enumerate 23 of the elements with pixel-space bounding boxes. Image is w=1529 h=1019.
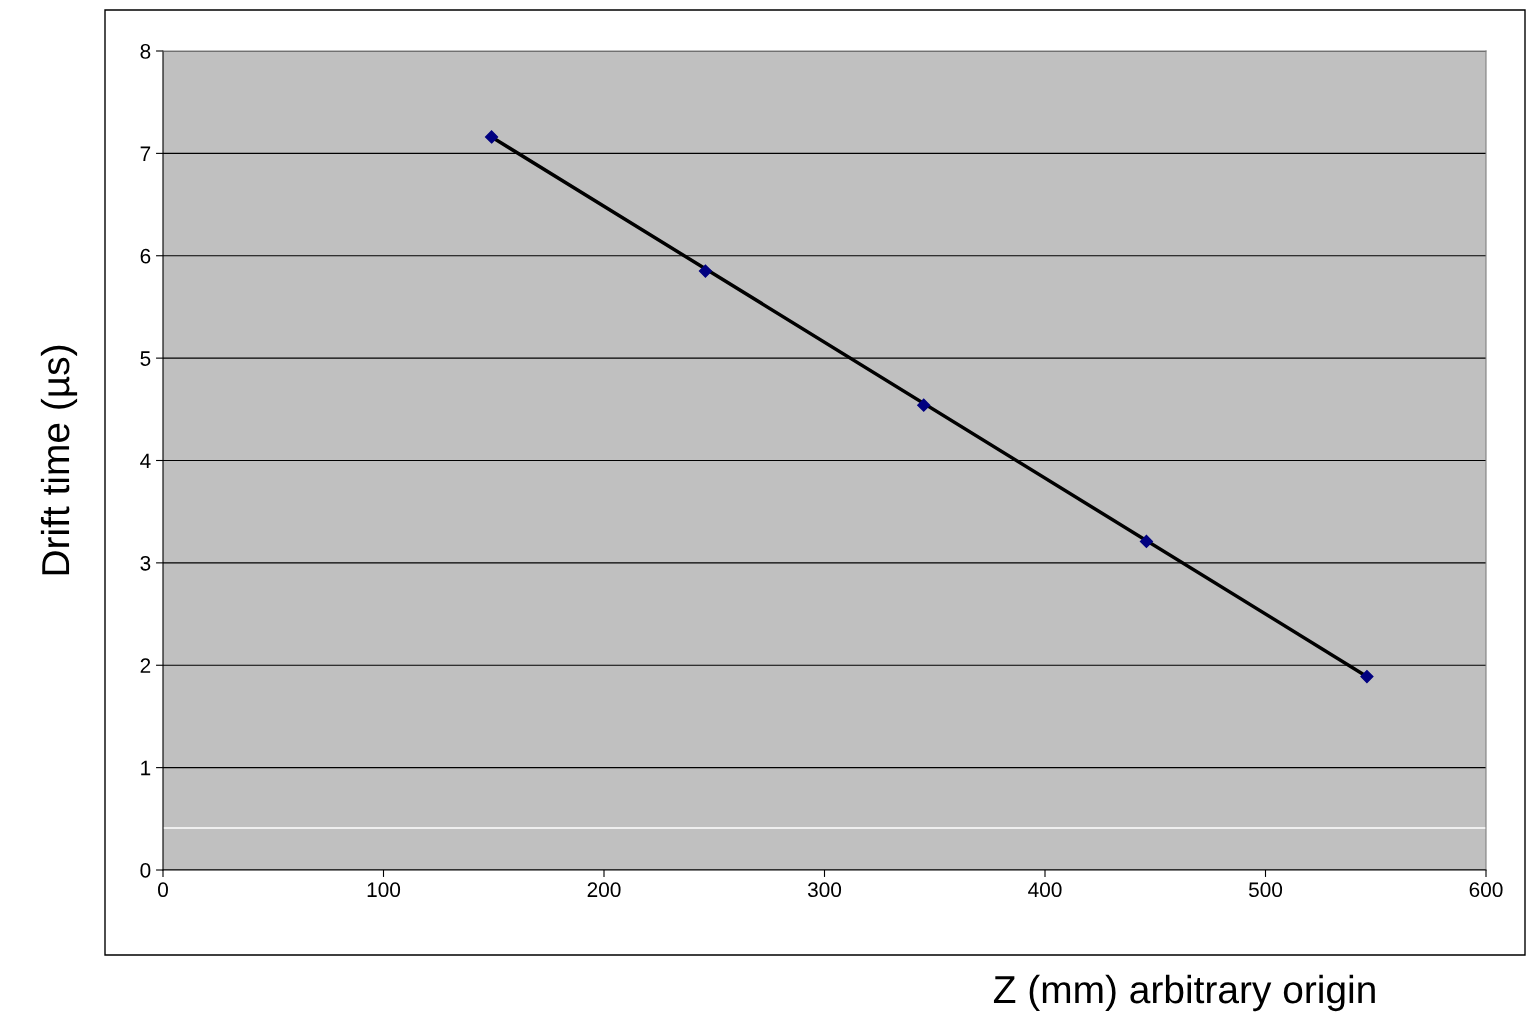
point bbox=[1360, 669, 1374, 684]
x-tick-label: 200 bbox=[587, 882, 621, 898]
y-tick-label: 2 bbox=[140, 658, 151, 673]
y-tick-label: 7 bbox=[140, 146, 151, 161]
y-tick-label: 6 bbox=[140, 248, 151, 264]
y-tick-label: 8 bbox=[140, 44, 151, 59]
x-tick-label: 300 bbox=[807, 882, 842, 898]
y-tick-label: 3 bbox=[140, 555, 151, 571]
x-tick-label: 0 bbox=[158, 882, 168, 898]
x-tick-label: 500 bbox=[1248, 882, 1283, 898]
x-tick-label: 100 bbox=[367, 882, 401, 898]
point bbox=[698, 264, 713, 278]
y-tick-label: 4 bbox=[140, 453, 151, 469]
point bbox=[1139, 534, 1154, 548]
x-axis-title: Z (mm) arbitrary origin bbox=[993, 974, 1375, 1012]
point bbox=[917, 398, 931, 412]
y-tick-label: 1 bbox=[141, 760, 151, 776]
y-axis-title: Drift time (µs) bbox=[40, 345, 78, 575]
y-tick-label: 5 bbox=[140, 351, 151, 366]
x-tick-label: 400 bbox=[1028, 882, 1062, 898]
y-tick-label: 0 bbox=[140, 863, 151, 878]
x-tick-label: 600 bbox=[1469, 882, 1503, 898]
point bbox=[484, 130, 499, 144]
